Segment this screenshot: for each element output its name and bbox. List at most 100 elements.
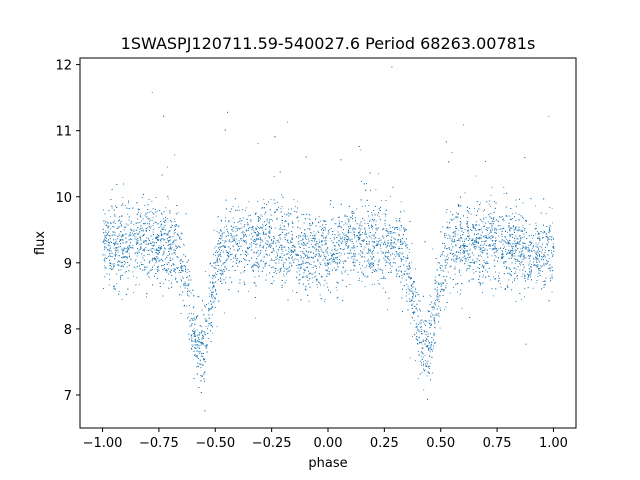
data-point	[358, 227, 360, 229]
data-point	[287, 253, 289, 255]
data-point	[443, 270, 445, 272]
data-point	[411, 243, 413, 244]
data-point	[278, 239, 280, 241]
data-point	[509, 235, 511, 237]
data-point	[426, 363, 428, 365]
data-point	[475, 245, 477, 247]
data-point	[318, 253, 320, 255]
data-point	[142, 229, 144, 231]
data-point	[155, 215, 157, 217]
data-point	[341, 238, 343, 240]
data-point	[256, 262, 258, 264]
data-point	[305, 276, 307, 278]
data-point	[247, 222, 248, 223]
data-point	[445, 285, 447, 287]
data-point	[196, 340, 198, 341]
data-point	[164, 233, 166, 235]
data-point	[204, 318, 206, 320]
data-point	[482, 251, 484, 253]
data-point	[389, 267, 391, 269]
data-point	[256, 228, 258, 230]
data-point	[490, 217, 492, 219]
data-point	[415, 338, 417, 340]
data-point	[361, 256, 363, 258]
data-point	[289, 252, 291, 254]
data-point	[522, 230, 523, 232]
data-point	[403, 228, 405, 230]
data-point	[200, 326, 202, 328]
data-point	[284, 246, 286, 248]
data-point	[163, 239, 165, 241]
data-point	[151, 220, 153, 221]
data-point	[224, 226, 226, 228]
data-point	[173, 267, 175, 269]
data-point	[139, 222, 141, 223]
data-point	[140, 213, 142, 215]
data-point	[371, 237, 372, 239]
data-point	[123, 226, 125, 228]
data-point	[111, 207, 113, 209]
data-point	[467, 257, 469, 258]
data-point	[317, 258, 319, 260]
data-point	[364, 260, 366, 262]
data-point	[435, 314, 437, 316]
data-point	[283, 273, 284, 275]
data-point	[213, 295, 214, 297]
data-point	[429, 368, 430, 369]
data-point	[221, 273, 223, 274]
data-point	[157, 239, 158, 241]
data-point	[337, 262, 339, 264]
data-point	[520, 255, 522, 257]
data-point	[239, 209, 240, 211]
data-point	[405, 242, 407, 244]
data-point	[461, 307, 463, 309]
data-point	[389, 264, 391, 266]
data-point	[287, 121, 288, 123]
data-point	[363, 240, 365, 242]
data-point	[158, 270, 160, 272]
data-point	[492, 276, 494, 278]
data-point	[189, 271, 191, 273]
data-point	[543, 264, 545, 266]
data-point	[307, 252, 309, 254]
data-point	[268, 221, 270, 223]
data-point	[465, 244, 466, 246]
data-point	[406, 256, 408, 258]
data-point	[184, 283, 186, 284]
data-point	[126, 256, 128, 258]
data-point	[407, 287, 409, 289]
data-point	[521, 237, 523, 238]
data-point	[224, 270, 225, 272]
data-point	[387, 256, 389, 257]
data-point	[298, 220, 299, 222]
data-point	[331, 255, 333, 257]
data-point	[235, 230, 237, 232]
data-point	[455, 231, 457, 233]
data-point	[339, 252, 340, 253]
data-point	[107, 227, 109, 229]
data-point	[482, 292, 483, 293]
data-point	[291, 237, 293, 239]
data-point	[314, 234, 316, 236]
data-point	[437, 292, 438, 294]
data-point	[295, 246, 296, 248]
data-point	[527, 250, 529, 252]
data-point	[158, 248, 160, 250]
data-point	[327, 273, 329, 275]
data-point	[405, 289, 407, 291]
data-point	[498, 240, 500, 242]
data-point	[270, 219, 272, 220]
data-point	[525, 246, 527, 248]
data-point	[438, 298, 440, 300]
data-point	[255, 240, 257, 241]
data-point	[290, 240, 291, 242]
data-point	[415, 287, 417, 289]
data-point	[433, 303, 435, 305]
data-point	[495, 230, 497, 232]
data-point	[363, 219, 365, 221]
data-point	[438, 315, 440, 317]
data-point	[318, 266, 320, 268]
data-point	[212, 282, 214, 284]
data-point	[522, 245, 524, 247]
